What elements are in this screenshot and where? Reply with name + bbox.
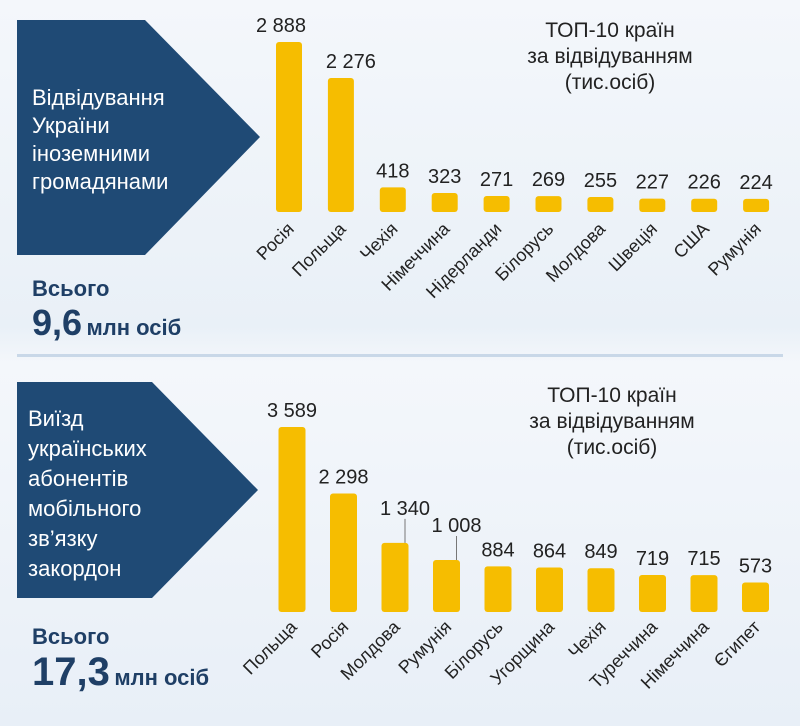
- total-unit: млн осіб: [114, 665, 210, 690]
- data-label: 2 276: [326, 51, 376, 73]
- panel-line: Відвідування: [32, 85, 165, 110]
- panel-line: мобільного: [28, 496, 142, 521]
- panel-line: іноземними: [32, 141, 151, 166]
- data-label: 227: [636, 172, 669, 194]
- bar: [433, 560, 460, 612]
- data-label: 864: [533, 540, 566, 562]
- bar: [330, 493, 357, 612]
- bar: [742, 582, 769, 612]
- total-unit: млн осіб: [86, 315, 182, 340]
- bar: [431, 192, 458, 212]
- bar: [587, 196, 614, 212]
- bar: [639, 574, 666, 612]
- title-line: за відвідуванням: [527, 45, 693, 68]
- panel-line: абонентів: [28, 466, 129, 491]
- category-label: Румунія: [704, 219, 765, 280]
- data-label: 1 340: [380, 498, 430, 520]
- category-label: США: [670, 219, 713, 262]
- panel-line: закордон: [28, 556, 122, 581]
- title-line: ТОП-10 країн: [547, 384, 677, 407]
- panel-2-arrow: [17, 382, 258, 598]
- chart-2-title: ТОП-10 країн за відвідуванням (тис.осіб): [512, 383, 712, 461]
- panel-2-text: Виїзд українських абонентів мобільного з…: [28, 404, 147, 584]
- panel-1-arrow: [17, 20, 260, 255]
- category-label: Чехія: [564, 617, 610, 663]
- bar: [639, 198, 666, 212]
- total-value: 17,3: [32, 650, 110, 694]
- data-label: 3 589: [267, 400, 317, 422]
- data-label: 715: [687, 548, 720, 570]
- bar: [327, 78, 354, 212]
- data-label: 573: [739, 555, 772, 577]
- total-label: Всього: [32, 624, 110, 649]
- data-label: 323: [428, 166, 461, 188]
- category-label: Єгипет: [710, 617, 764, 671]
- data-label: 269: [532, 169, 565, 191]
- data-label: 255: [584, 170, 617, 192]
- data-label: 1 008: [431, 515, 481, 537]
- data-label: 2 888: [256, 15, 306, 37]
- chart-1-title: ТОП-10 країн за відвідуванням (тис.осіб): [510, 18, 710, 96]
- panel-line: громадянами: [32, 169, 169, 194]
- bar: [691, 198, 718, 212]
- bar: [278, 427, 306, 612]
- category-label: Чехія: [356, 219, 402, 265]
- total-label: Всього: [32, 276, 110, 301]
- data-label: 884: [481, 539, 514, 561]
- category-label: Польща: [288, 218, 350, 280]
- panel-line: українських: [28, 436, 147, 461]
- title-line: (тис.осіб): [566, 436, 658, 459]
- title-line: за відвідуванням: [529, 410, 695, 433]
- bar: [743, 198, 770, 212]
- bar: [379, 187, 406, 212]
- title-line: (тис.осіб): [564, 71, 656, 94]
- category-label: Росія: [307, 617, 352, 662]
- bar: [483, 196, 510, 212]
- bar: [690, 575, 718, 612]
- category-label: Швеція: [605, 219, 662, 276]
- panel-line: Виїзд: [28, 406, 84, 431]
- total-value: 9,6: [32, 302, 83, 343]
- data-label: 271: [480, 169, 513, 191]
- bar: [536, 567, 563, 612]
- section-divider: [17, 354, 783, 357]
- data-label: 224: [739, 172, 772, 194]
- category-label: Польща: [239, 616, 301, 678]
- data-label: 849: [584, 541, 617, 563]
- data-label: 226: [688, 172, 721, 194]
- bar: [535, 196, 562, 212]
- title-line: ТОП-10 країн: [545, 19, 675, 42]
- total-1: Всього 9,6 млн осіб: [32, 276, 181, 344]
- bar: [587, 568, 615, 612]
- panel-line: України: [32, 113, 110, 138]
- bar: [276, 42, 302, 212]
- panel-line: зв’язку: [28, 526, 98, 551]
- panel-1-text: Відвідування України іноземними громадян…: [32, 84, 168, 196]
- category-label: Росія: [253, 219, 298, 264]
- data-label: 2 298: [318, 467, 368, 489]
- bar: [381, 542, 409, 612]
- bar: [484, 566, 512, 612]
- data-label: 418: [376, 160, 409, 182]
- total-2: Всього 17,3 млн осіб: [32, 624, 209, 695]
- data-label: 719: [636, 548, 669, 570]
